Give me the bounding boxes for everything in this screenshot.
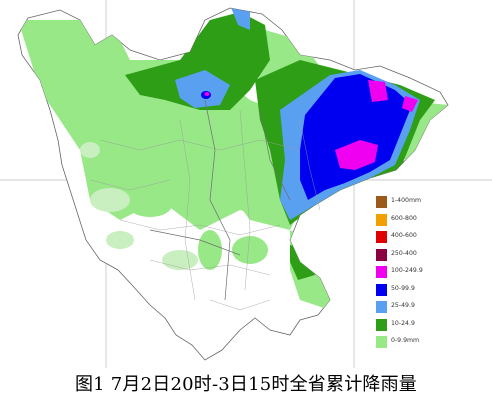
legend-swatch — [376, 266, 387, 278]
map-canvas — [0, 0, 492, 368]
county-boundaries — [89, 109, 321, 311]
legend-label: 1-400mm — [391, 197, 422, 204]
legend-label: 0-9.9mm — [391, 337, 420, 344]
legend-item: 400-600 — [376, 229, 454, 247]
legend-swatch — [376, 283, 387, 296]
legend-label: 25-49.9 — [391, 302, 415, 309]
legend-label: 100-249.9 — [391, 267, 423, 274]
legend-label: 10-24.9 — [391, 319, 415, 327]
legend-item: 25-49.9 — [376, 299, 454, 317]
legend-swatch — [376, 318, 387, 331]
legend-label: 400-600 — [391, 232, 417, 239]
legend-swatch — [376, 213, 387, 226]
legend-swatch — [376, 248, 387, 261]
rain-0-9-areas — [18, 20, 448, 310]
legend-item: 0-9.9mm — [376, 334, 454, 352]
legend-label: 50-99.9 — [391, 284, 415, 292]
legend: 1-400mm 600-800 400-600 250-400 100-249.9 50-… — [376, 194, 454, 352]
legend-swatch — [376, 196, 387, 208]
legend-item: 10-24.9 — [376, 317, 454, 335]
legend-swatch — [376, 336, 387, 348]
rain-100-249-areas — [204, 80, 418, 170]
legend-item: 250-400 — [376, 247, 454, 265]
rain-trace-areas — [80, 142, 198, 270]
legend-item: 50-99.9 — [376, 282, 454, 300]
legend-item: 600-800 — [376, 212, 454, 230]
legend-label: 600-800 — [391, 214, 417, 222]
prefecture-boundaries — [149, 99, 291, 301]
legend-swatch — [376, 231, 387, 243]
figure-caption: 图1 7月2日20时-3日15时全省累计降雨量 — [74, 374, 418, 395]
legend-item: 1-400mm — [376, 194, 454, 212]
legend-swatch — [376, 301, 387, 313]
rainfall-map: 1-400mm 600-800 400-600 250-400 100-249.9 50-… — [0, 0, 492, 368]
legend-item: 100-249.9 — [376, 264, 454, 282]
legend-label: 250-400 — [391, 249, 417, 257]
